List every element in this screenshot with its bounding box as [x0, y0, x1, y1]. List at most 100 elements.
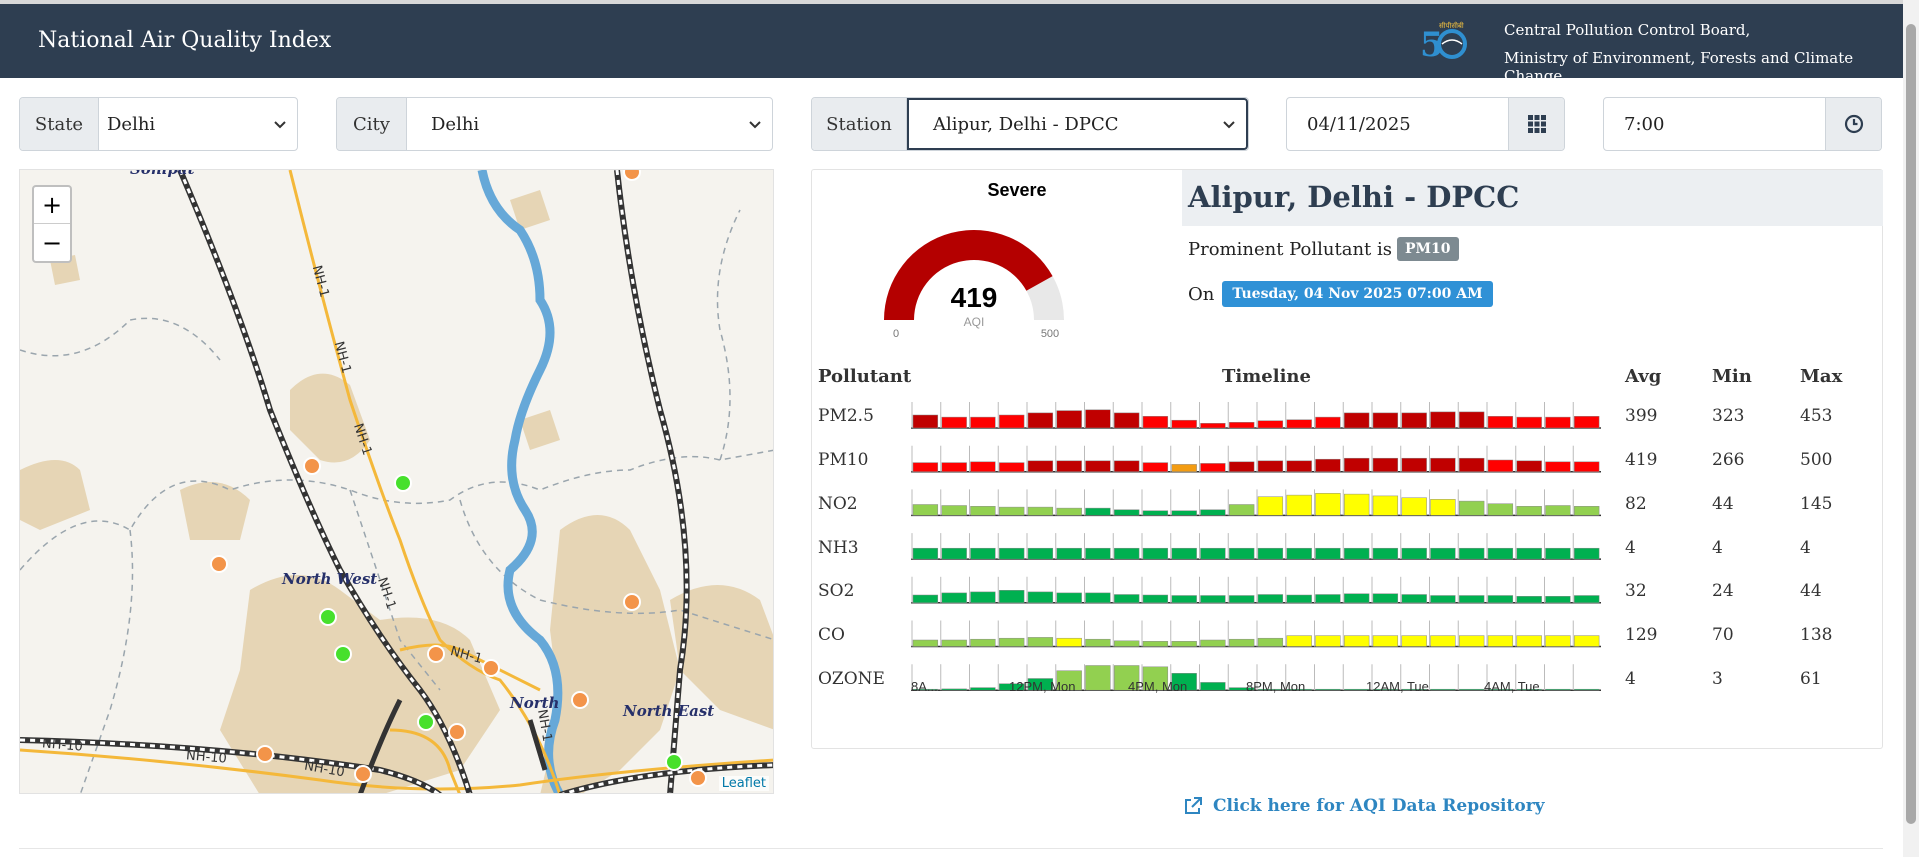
timeline-bar[interactable] [1315, 493, 1341, 516]
timeline-bar[interactable] [970, 687, 996, 691]
timeline-bar[interactable] [1574, 506, 1600, 516]
timeline-bar[interactable] [1085, 592, 1111, 604]
timeline-bar[interactable] [1257, 594, 1284, 604]
timeline-bar[interactable] [1286, 635, 1312, 647]
timeline-bar[interactable] [1344, 593, 1370, 604]
timeline-bar[interactable] [912, 462, 939, 472]
timeline-bar[interactable] [1114, 412, 1140, 429]
timeline-bar[interactable] [1545, 635, 1571, 647]
timeline-bar[interactable] [1545, 505, 1571, 516]
leaflet-attribution-link[interactable]: Leaflet [718, 776, 769, 791]
timeline-bar[interactable] [1459, 595, 1485, 604]
timeline-bar[interactable] [1574, 461, 1600, 472]
timeline-bar[interactable] [941, 505, 967, 516]
timeline-bar[interactable] [912, 414, 939, 429]
calendar-button[interactable] [1508, 98, 1564, 150]
timeline-bar[interactable] [1286, 419, 1312, 429]
timeline-bar[interactable] [1430, 457, 1456, 472]
timeline-bar[interactable] [1430, 635, 1456, 647]
timeline-bar[interactable] [912, 594, 939, 604]
timeline-bar[interactable] [1516, 416, 1542, 429]
timeline-bar[interactable] [1315, 458, 1341, 472]
zoom-in-button[interactable]: + [34, 187, 70, 224]
timeline-bar[interactable] [1200, 547, 1226, 560]
timeline-bar[interactable] [941, 639, 967, 647]
timeline-bar[interactable] [1257, 637, 1284, 647]
timeline-bar[interactable] [1459, 635, 1485, 647]
timeline-bar[interactable] [1401, 688, 1427, 691]
timeline-bar[interactable] [1171, 547, 1197, 560]
timeline-bar[interactable] [1487, 416, 1514, 429]
timeline-bar[interactable] [970, 461, 996, 472]
timeline-bar[interactable] [1372, 593, 1399, 604]
timeline-bar[interactable] [1085, 665, 1111, 691]
timeline-bar[interactable] [1257, 688, 1284, 691]
timeline-bar[interactable] [1315, 635, 1341, 647]
timeline-bar[interactable] [1430, 595, 1456, 604]
timeline-bar[interactable] [970, 591, 996, 604]
timeline-bar[interactable] [912, 688, 939, 691]
timeline-bar[interactable] [1142, 641, 1169, 647]
timeline-bar[interactable] [970, 638, 996, 647]
timeline-bar[interactable] [1114, 640, 1140, 647]
timeline-bar[interactable] [1027, 637, 1054, 647]
aqi-data-repository-link[interactable]: Click here for AQI Data Repository [1183, 796, 1545, 816]
timeline-bar[interactable] [1487, 595, 1514, 604]
timeline-bar[interactable] [970, 506, 996, 516]
timeline-bar[interactable] [1344, 635, 1370, 647]
timeline-bar[interactable] [1171, 464, 1197, 472]
timeline-bar[interactable] [1142, 666, 1169, 691]
timeline-bar[interactable] [1200, 463, 1226, 472]
timeline-bar[interactable] [1286, 688, 1312, 691]
timeline-bar[interactable] [1200, 639, 1226, 647]
timeline-bar[interactable] [1372, 495, 1399, 516]
timeline-bar[interactable] [1315, 594, 1341, 604]
timeline-bar[interactable] [1171, 641, 1197, 647]
timeline-bar[interactable] [1372, 457, 1399, 472]
timeline-bar[interactable] [1372, 688, 1399, 691]
timeline-bar[interactable] [1142, 510, 1169, 516]
timeline-bar[interactable] [999, 414, 1025, 429]
timeline-bar[interactable] [1286, 594, 1312, 604]
state-select[interactable]: Delhi [99, 98, 297, 150]
timeline-bar[interactable] [1487, 459, 1514, 472]
timeline-bar[interactable] [1171, 595, 1197, 604]
timeline-bar[interactable] [1344, 547, 1370, 560]
timeline-bar[interactable] [1027, 678, 1054, 691]
timeline-bar[interactable] [1545, 596, 1571, 604]
timeline-bar[interactable] [1229, 461, 1255, 472]
timeline-bar[interactable] [941, 688, 967, 691]
timeline-bar[interactable] [1200, 509, 1226, 516]
timeline-bar[interactable] [912, 639, 939, 647]
timeline-bar[interactable] [1257, 460, 1284, 472]
timeline-bar[interactable] [1344, 688, 1370, 691]
time-input[interactable]: 7:00 [1604, 98, 1825, 150]
timeline-bar[interactable] [999, 637, 1025, 647]
timeline-bar[interactable] [1516, 596, 1542, 604]
timeline-bar[interactable] [1027, 412, 1054, 429]
timeline-bar[interactable] [1315, 688, 1341, 691]
timeline-bar[interactable] [1401, 412, 1427, 429]
timeline-bar[interactable] [1142, 416, 1169, 429]
timeline-bar[interactable] [1516, 688, 1542, 691]
timeline-bar[interactable] [1229, 638, 1255, 647]
timeline-bar[interactable] [1114, 665, 1140, 691]
timeline-bar[interactable] [1085, 507, 1111, 516]
timeline-bar[interactable] [1229, 547, 1255, 560]
timeline-bar[interactable] [1545, 416, 1571, 429]
timeline-bar[interactable] [1257, 496, 1284, 516]
timeline-bar[interactable] [1430, 499, 1456, 516]
timeline-bar[interactable] [1027, 591, 1054, 604]
timeline-bar[interactable] [1574, 416, 1600, 429]
timeline-bar[interactable] [1114, 509, 1140, 516]
timeline-bar[interactable] [1401, 635, 1427, 647]
timeline-bar[interactable] [1372, 412, 1399, 429]
timeline-bar[interactable] [1171, 510, 1197, 516]
timeline-bar[interactable] [1027, 547, 1054, 560]
timeline-bar[interactable] [1085, 409, 1111, 429]
timeline-bar[interactable] [1171, 419, 1197, 429]
timeline-bar[interactable] [970, 547, 996, 560]
timeline-bar[interactable] [1516, 460, 1542, 472]
timeline-bar[interactable] [1459, 457, 1485, 472]
timeline-bar[interactable] [912, 504, 939, 516]
